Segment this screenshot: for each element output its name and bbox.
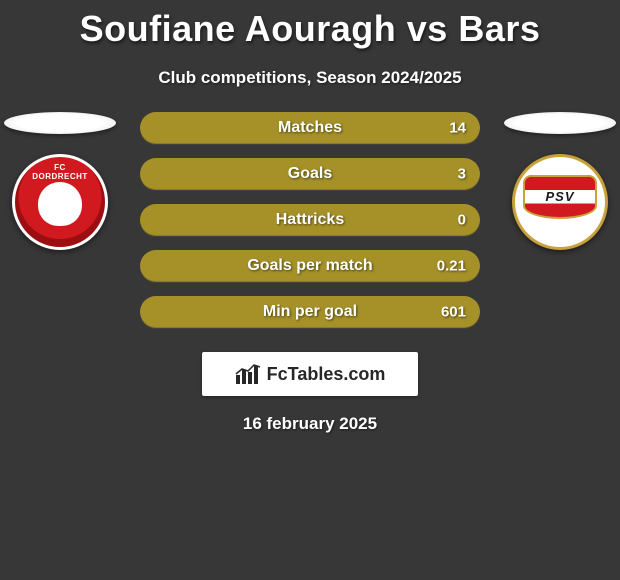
stat-bar: Goals per match 0.21 [140, 250, 480, 282]
page-title: Soufiane Aouragh vs Bars [0, 0, 620, 50]
stat-value: 601 [441, 304, 466, 321]
stat-bar: Matches 14 [140, 112, 480, 144]
stat-bars: Matches 14 Goals 3 Hattricks 0 Goals per match… [140, 112, 480, 328]
left-player-oval [4, 112, 116, 134]
stat-bar: Goals 3 [140, 158, 480, 190]
right-player-column [504, 112, 616, 250]
stat-label: Goals per match [247, 257, 372, 275]
stat-value: 0.21 [437, 258, 466, 275]
stat-label: Matches [278, 119, 342, 137]
stat-bar: Hattricks 0 [140, 204, 480, 236]
stat-label: Hattricks [276, 211, 344, 229]
subtitle: Club competitions, Season 2024/2025 [0, 68, 620, 88]
comparison-stage: Matches 14 Goals 3 Hattricks 0 Goals per match… [0, 112, 620, 328]
stat-value: 3 [458, 166, 466, 183]
chart-icon [235, 363, 261, 385]
stat-value: 14 [449, 120, 466, 137]
brand-badge: FcTables.com [202, 352, 418, 396]
stat-value: 0 [458, 212, 466, 229]
left-club-badge [12, 154, 108, 250]
left-player-column [4, 112, 116, 250]
brand-text: FcTables.com [267, 364, 386, 385]
stat-bar: Min per goal 601 [140, 296, 480, 328]
stat-label: Min per goal [263, 303, 357, 321]
infographic-date: 16 february 2025 [0, 414, 620, 434]
stat-label: Goals [288, 165, 332, 183]
right-club-badge [512, 154, 608, 250]
right-player-oval [504, 112, 616, 134]
